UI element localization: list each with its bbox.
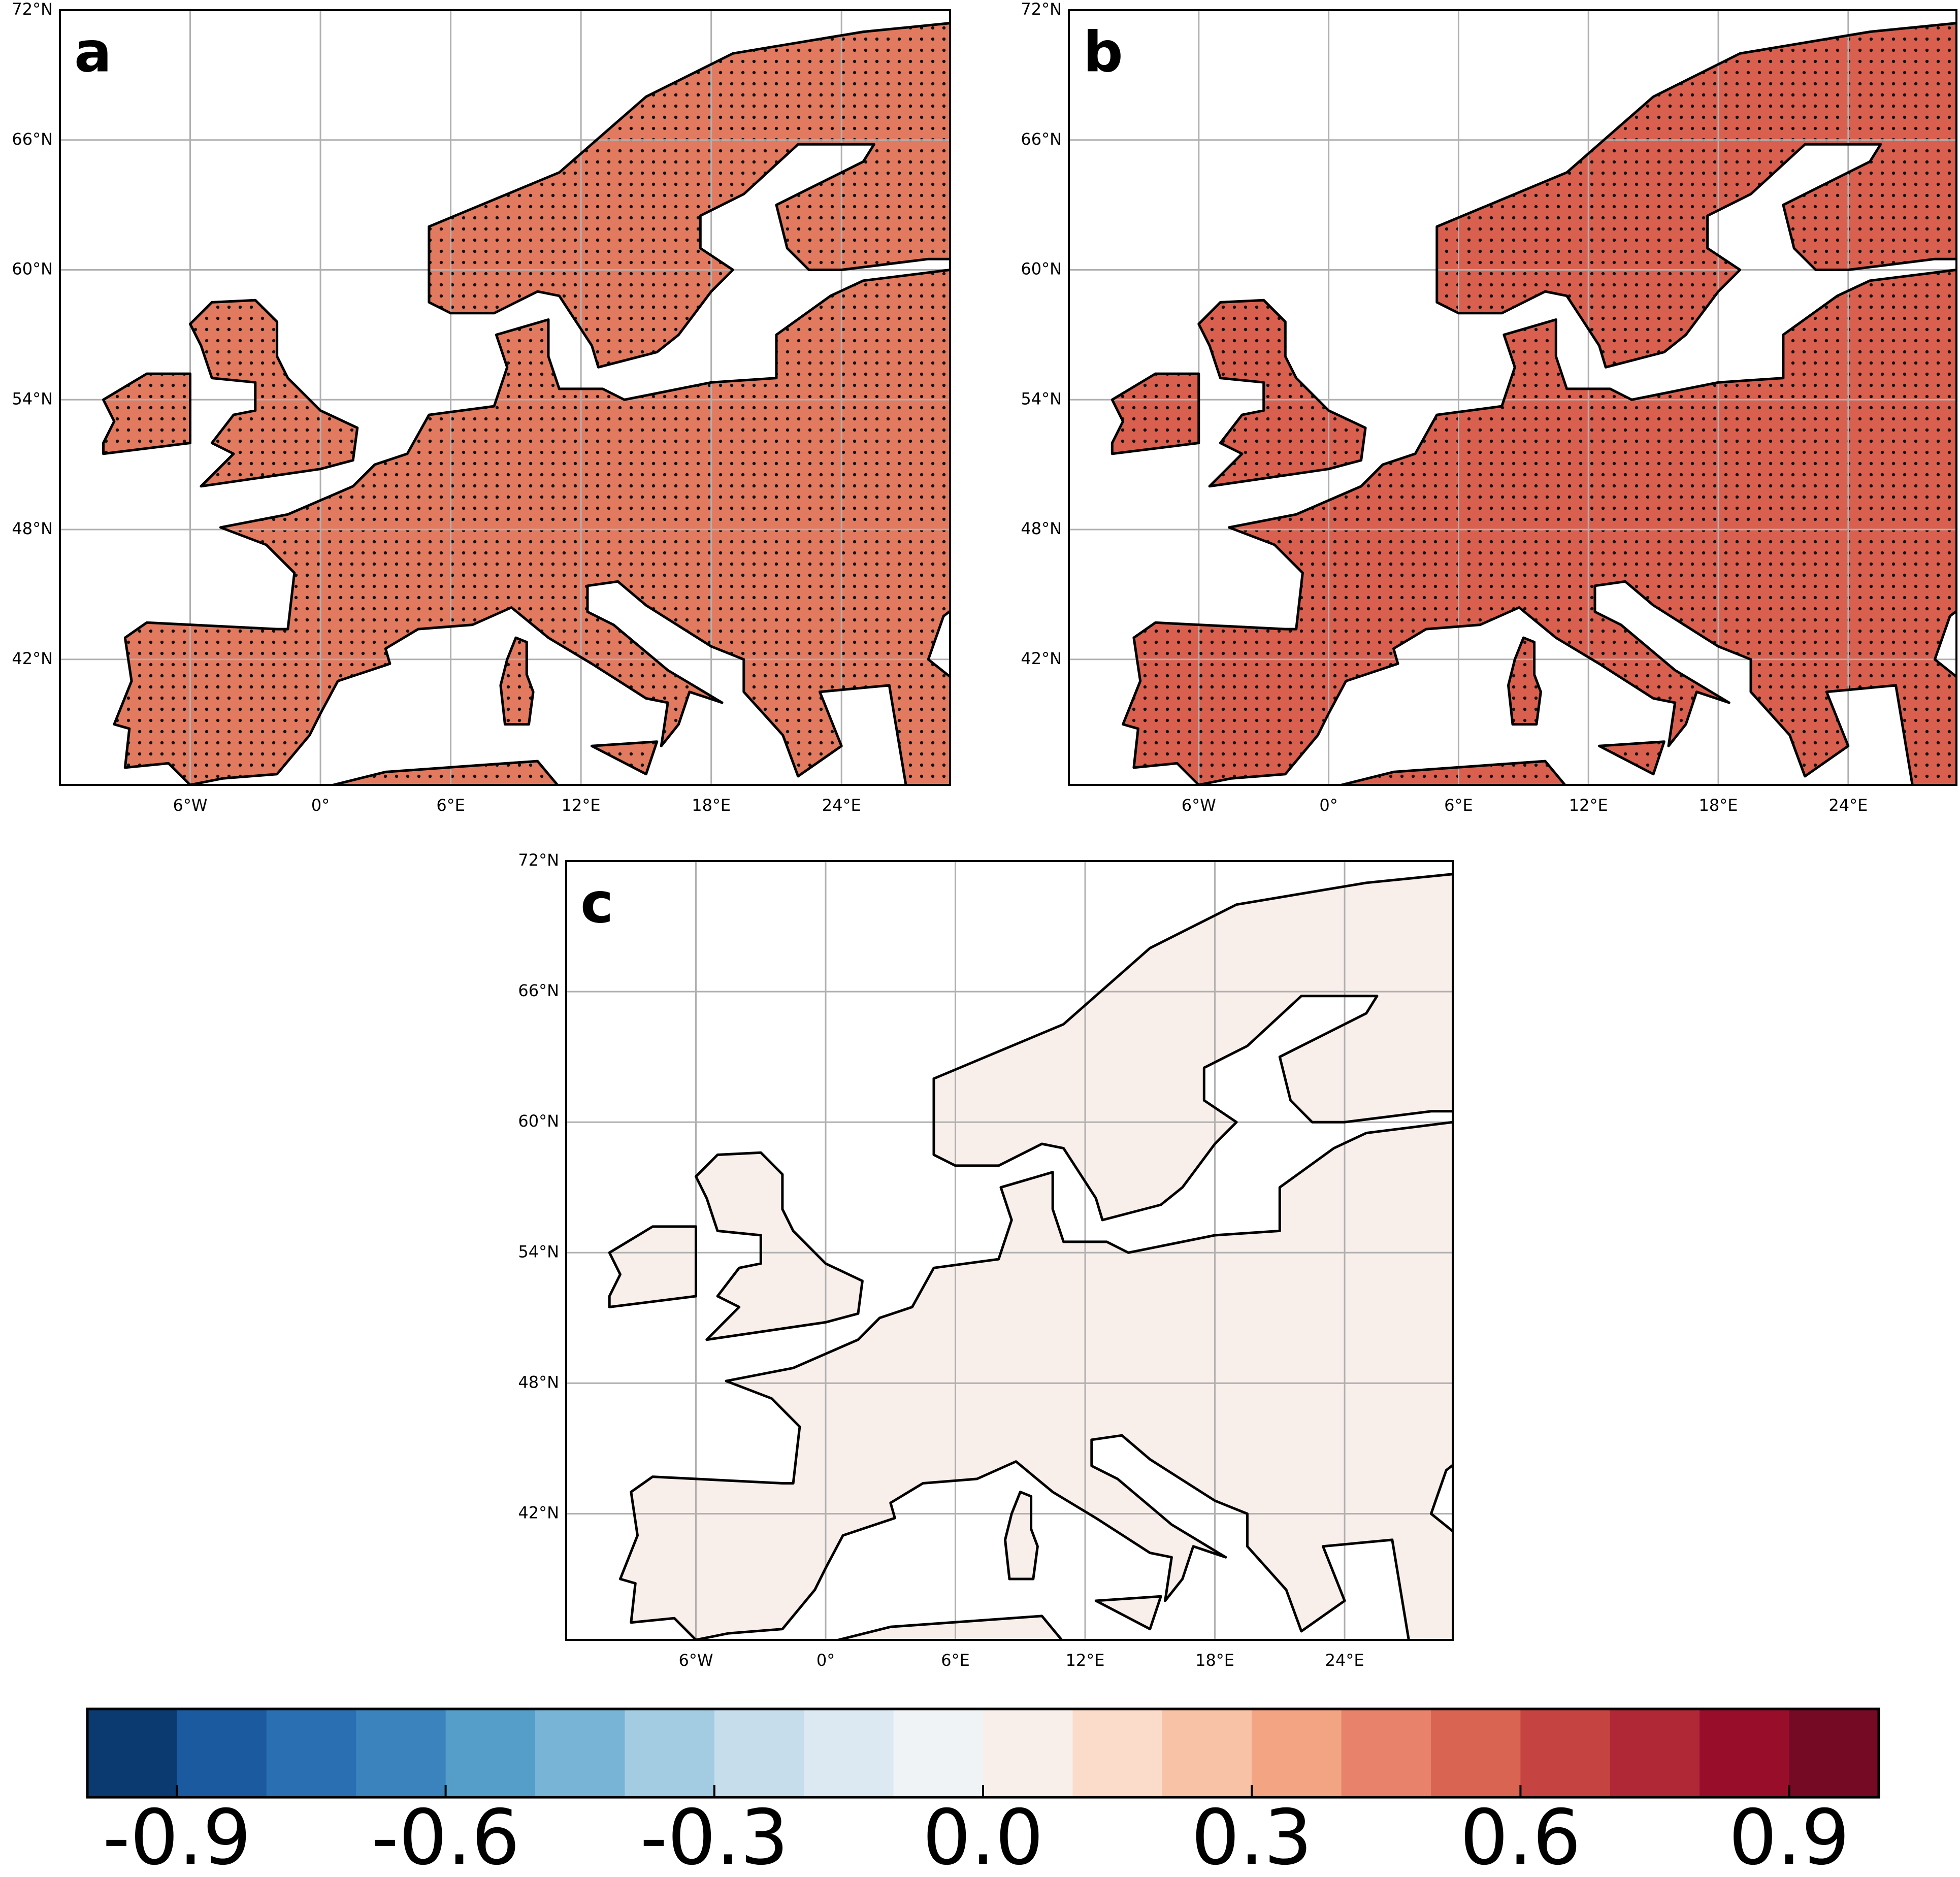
y-tick-label: 72°N — [518, 850, 559, 870]
x-tick-label: 0° — [311, 796, 330, 815]
y-tick-label: 48°N — [12, 519, 53, 538]
x-tick-label: 18°E — [1195, 1651, 1234, 1670]
map-panel: 6°W 0° 6°E 12°E 18°E 24°E 42°N 48°N 54°N 60°N 66°N… — [518, 850, 1454, 1670]
frame — [59, 9, 951, 786]
colorbar-swatch — [714, 1709, 804, 1797]
colorbar-swatch — [535, 1709, 625, 1797]
colorbar-swatch — [87, 1709, 177, 1797]
x-tick-label: 18°E — [692, 796, 731, 815]
frame — [1068, 9, 1957, 786]
x-tick-label: 6°E — [1444, 796, 1473, 815]
land-fill — [609, 874, 1453, 1640]
x-tick-label: 0° — [816, 1651, 835, 1670]
x-tick-label: 12°E — [562, 796, 601, 815]
y-tick-label: 60°N — [1021, 259, 1062, 279]
colorbar-tick-label: -0.3 — [640, 1794, 789, 1877]
significance-stipple — [1112, 23, 1956, 785]
map-area — [566, 861, 1453, 1640]
y-tick-label: 48°N — [1021, 519, 1062, 538]
map-area — [60, 10, 950, 785]
colorbar-swatch — [625, 1709, 715, 1797]
y-tick-label: 48°N — [518, 1372, 559, 1392]
significance-stipple — [103, 23, 950, 785]
coastline — [608, 873, 1453, 1640]
coastline — [1110, 22, 1956, 785]
y-tick-label: 42°N — [1021, 649, 1062, 668]
panel-letter: a — [74, 19, 112, 84]
colorbar-swatch — [893, 1709, 984, 1797]
colorbar-swatch — [1520, 1709, 1611, 1797]
colorbar-swatch — [177, 1709, 267, 1797]
x-tick-label: 12°E — [1066, 1651, 1105, 1670]
panel-letter: c — [580, 870, 613, 935]
x-tick-label: 6°W — [173, 796, 208, 815]
colorbar-swatch — [1162, 1709, 1252, 1797]
y-tick-label: 42°N — [12, 649, 53, 668]
colorbar-swatch — [804, 1709, 894, 1797]
x-tick-label: 6°W — [679, 1651, 713, 1670]
frame — [565, 860, 1454, 1641]
colorbar-swatch — [1700, 1709, 1790, 1797]
colorbar-swatch — [445, 1709, 536, 1797]
colorbar-tick-label: 0.9 — [1728, 1794, 1850, 1877]
colorbar-swatch — [266, 1709, 356, 1797]
y-tick-label: 66°N — [1021, 129, 1062, 149]
y-tick-label: 72°N — [12, 0, 53, 19]
coastline — [102, 22, 950, 785]
y-tick-label: 54°N — [518, 1242, 559, 1261]
colorbar-tick-label: 0.0 — [923, 1794, 1044, 1877]
y-tick-label: 66°N — [12, 129, 53, 149]
colorbar-tick-label: 0.3 — [1191, 1794, 1313, 1877]
colorbar-frame — [86, 1707, 1880, 1799]
x-tick-label: 24°E — [1325, 1651, 1364, 1670]
colorbar-swatch — [1341, 1709, 1431, 1797]
y-tick-label: 42°N — [518, 1503, 559, 1522]
colorbar-swatch — [1252, 1709, 1342, 1797]
y-tick-label: 60°N — [518, 1111, 559, 1131]
y-tick-label: 54°N — [1021, 389, 1062, 408]
y-tick-label: 66°N — [518, 981, 559, 1000]
y-tick-label: 54°N — [12, 389, 53, 408]
colorbar-swatch — [1072, 1709, 1163, 1797]
colorbar-tick-label: -0.6 — [371, 1794, 520, 1877]
colorbar-swatch — [356, 1709, 446, 1797]
map-area — [1069, 10, 1956, 785]
colorbar-tick-label: 0.6 — [1460, 1794, 1581, 1877]
x-tick-label: 12°E — [1569, 796, 1608, 815]
x-tick-label: 24°E — [1828, 796, 1868, 815]
colorbar-tick-label: -0.9 — [103, 1794, 251, 1877]
y-tick-label: 60°N — [12, 259, 53, 279]
y-tick-label: 72°N — [1021, 0, 1062, 19]
colorbar-swatch — [1431, 1709, 1521, 1797]
map-panel: 6°W 0° 6°E 12°E 18°E 24°E 42°N 48°N 54°N 60°N 66°N… — [12, 0, 951, 815]
x-tick-label: 6°W — [1182, 796, 1216, 815]
colorbar: -0.9 -0.6 -0.3 0.0 0.3 0.6 0.9 — [86, 1707, 1880, 1877]
x-tick-label: 0° — [1319, 796, 1337, 815]
colorbar-swatch — [983, 1709, 1073, 1797]
colorbar-swatch — [1789, 1709, 1879, 1797]
x-tick-label: 24°E — [822, 796, 861, 815]
map-panel: 6°W 0° 6°E 12°E 18°E 24°E 42°N 48°N 54°N 60°N 66°N… — [1021, 0, 1957, 815]
x-tick-label: 6°E — [436, 796, 465, 815]
x-tick-label: 18°E — [1699, 796, 1738, 815]
x-tick-label: 6°E — [941, 1651, 970, 1670]
panel-letter: b — [1083, 19, 1123, 84]
colorbar-swatch — [1610, 1709, 1700, 1797]
